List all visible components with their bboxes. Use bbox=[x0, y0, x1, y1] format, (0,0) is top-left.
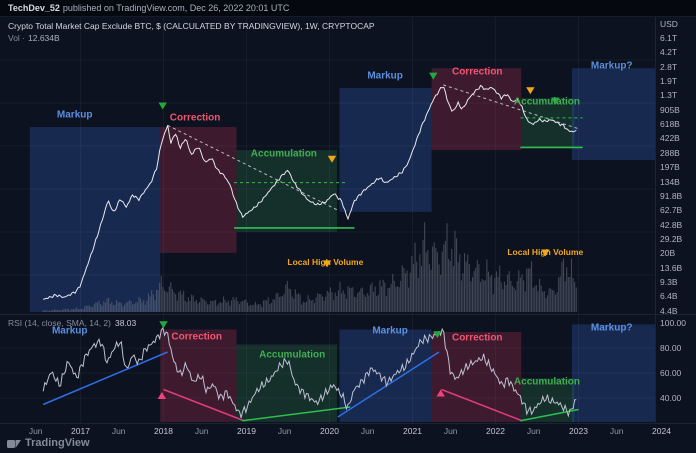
volume-bars bbox=[42, 222, 577, 312]
down-arrow-icon bbox=[322, 260, 332, 268]
tradingview-logo-text: TradingView bbox=[25, 437, 90, 449]
author-name[interactable]: TechDev_52 bbox=[8, 3, 60, 13]
phase-regions bbox=[29, 68, 655, 422]
trendlines bbox=[42, 84, 583, 422]
pane-dividers bbox=[0, 17, 696, 424]
publish-info-bar: TechDev_52 published on TradingView.com, … bbox=[0, 0, 696, 17]
volume-label: Vol · bbox=[8, 33, 26, 43]
down-arrow-icon bbox=[159, 321, 168, 329]
volume-value: 12.634B bbox=[28, 33, 60, 43]
down-arrow-icon bbox=[433, 331, 442, 339]
price-line bbox=[43, 84, 577, 300]
volume-legend: Vol · 12.634B bbox=[8, 33, 60, 43]
arrows bbox=[157, 72, 560, 399]
series-lines bbox=[42, 84, 577, 419]
symbol-title[interactable]: Crypto Total Market Cap Exclude BTC, $ (… bbox=[8, 21, 375, 31]
tradingview-logo-icon bbox=[7, 440, 21, 448]
gridlines bbox=[0, 17, 655, 423]
rsi-value: 38.03 bbox=[114, 318, 137, 328]
rsi-line bbox=[42, 326, 577, 419]
down-arrow-icon bbox=[429, 72, 438, 80]
publish-info-text: published on TradingView.com, Dec 26, 20… bbox=[62, 3, 290, 13]
up-arrow-icon bbox=[436, 389, 445, 397]
rsi-legend[interactable]: RSI (14, close, SMA, 14, 2) 38.03 bbox=[8, 318, 136, 328]
down-arrow-icon bbox=[327, 155, 337, 163]
down-arrow-icon bbox=[541, 249, 550, 257]
down-arrow-icon bbox=[526, 87, 535, 95]
up-arrow-icon bbox=[157, 392, 167, 399]
tradingview-logo[interactable]: TradingView bbox=[7, 436, 90, 450]
rsi-label: RSI (14, close, SMA, 14, 2) bbox=[8, 318, 111, 328]
down-arrow-icon bbox=[158, 102, 167, 110]
down-arrow-icon bbox=[551, 97, 560, 105]
